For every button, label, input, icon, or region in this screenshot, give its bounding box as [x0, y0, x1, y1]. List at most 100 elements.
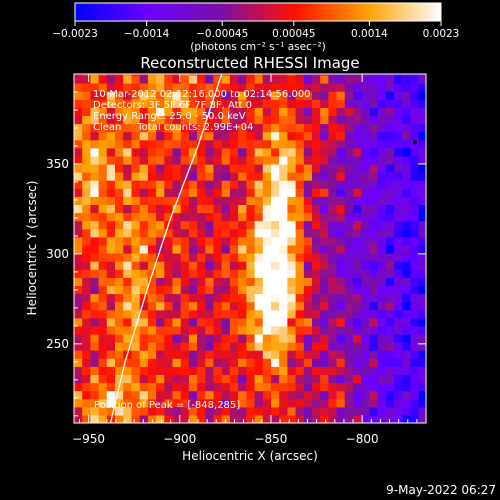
heatmap-cell: [106, 334, 116, 343]
heatmap-cell: [205, 163, 215, 173]
heatmap-cell: [312, 390, 321, 400]
heatmap-cell: [221, 406, 231, 416]
heatmap-cell: [312, 107, 321, 116]
heatmap-cell: [98, 366, 108, 375]
heatmap-cell: [74, 131, 83, 141]
heatmap-cell: [328, 261, 338, 270]
heatmap-cell: [385, 212, 395, 222]
heatmap-cell: [246, 358, 256, 367]
heatmap-cell: [328, 277, 338, 286]
heatmap-cell: [369, 334, 379, 343]
heatmap-cell: [106, 163, 116, 173]
heatmap-cell: [156, 277, 165, 286]
heatmap-cell: [131, 317, 141, 327]
heatmap-cell: [295, 342, 305, 351]
heatmap-cell: [344, 163, 354, 173]
heatmap-cell: [353, 115, 362, 125]
heatmap-cell: [139, 99, 149, 108]
heatmap-cell: [361, 123, 371, 133]
heatmap-cell: [410, 366, 420, 375]
heatmap-cell: [238, 334, 247, 343]
heatmap-cell: [82, 220, 91, 230]
heatmap-cell: [164, 269, 174, 278]
heatmap-cell: [320, 220, 329, 230]
heatmap-cell: [123, 123, 132, 133]
heatmap-cell: [238, 196, 247, 205]
heatmap-cell: [328, 374, 338, 384]
heatmap-cell: [402, 374, 412, 384]
heatmap-cell: [336, 390, 346, 400]
heatmap-cell: [385, 139, 395, 149]
heatmap-cell: [213, 155, 223, 165]
heatmap-cell: [188, 155, 198, 165]
heatmap-cell: [205, 131, 215, 141]
heatmap-cell: [410, 99, 420, 108]
heatmap-cell: [213, 382, 223, 392]
heatmap-cell: [271, 277, 280, 286]
heatmap-cell: [139, 196, 149, 205]
heatmap-cell: [262, 147, 272, 157]
heatmap-cell: [238, 261, 247, 270]
heatmap-cell: [287, 342, 297, 351]
heatmap-cell: [213, 220, 223, 230]
heatmap-cell: [205, 155, 215, 165]
heatmap-cell: [139, 390, 149, 400]
heatmap-cell: [336, 115, 346, 125]
heatmap-cell: [164, 366, 174, 375]
heatmap-cell: [336, 285, 346, 295]
heatmap-cell: [106, 366, 116, 375]
heatmap-cell: [295, 196, 305, 205]
heatmap-cell: [394, 406, 403, 416]
heatmap-cell: [238, 91, 247, 100]
heatmap-cell: [123, 317, 132, 327]
heatmap-cell: [418, 390, 426, 400]
heatmap-cell: [246, 99, 256, 108]
heatmap-cell: [303, 115, 313, 125]
heatmap-cell: [74, 139, 83, 149]
heatmap-cell: [115, 131, 124, 141]
heatmap-cell: [344, 172, 354, 181]
heatmap-cell: [394, 204, 403, 214]
heatmap-cell: [82, 414, 91, 423]
heatmap-cell: [147, 261, 157, 270]
heatmap-cell: [213, 301, 223, 311]
heatmap-cell: [205, 342, 215, 351]
heatmap-cell: [320, 398, 329, 408]
heatmap-cell: [221, 155, 231, 165]
heatmap-cell: [336, 74, 346, 76]
heatmap-cell: [246, 155, 256, 165]
heatmap-cell: [131, 180, 141, 189]
heatmap-cell: [106, 244, 116, 254]
heatmap-cell: [82, 285, 91, 295]
heatmap-cell: [303, 83, 313, 92]
heatmap-cell: [156, 123, 165, 133]
heatmap-cell: [106, 253, 116, 262]
heatmap-cell: [295, 172, 305, 181]
heatmap-cell: [156, 414, 165, 423]
heatmap-cell: [106, 212, 116, 222]
x-tick-label: −950: [72, 432, 105, 446]
heatmap-cell: [377, 228, 387, 238]
heatmap-cell: [295, 414, 305, 423]
heatmap-cell: [123, 285, 132, 295]
heatmap-cell: [418, 74, 426, 84]
heatmap-cell: [147, 244, 157, 254]
heatmap-cell: [344, 317, 354, 327]
heatmap-cell: [90, 139, 100, 149]
heatmap-cell: [344, 382, 354, 392]
heatmap-cell: [344, 188, 354, 197]
heatmap-cell: [262, 317, 272, 327]
heatmap-cell: [271, 325, 280, 335]
heatmap-cell: [369, 342, 379, 351]
heatmap-cell: [172, 155, 182, 165]
heatmap-cell: [106, 269, 116, 278]
heatmap-cell: [90, 301, 100, 311]
heatmap-cell: [369, 204, 379, 214]
heatmap-cell: [106, 277, 116, 286]
heatmap-cell: [238, 301, 247, 311]
heatmap-cell: [188, 269, 198, 278]
heatmap-cell: [238, 277, 247, 286]
heatmap-cell: [156, 99, 165, 108]
heatmap-cell: [287, 155, 297, 165]
heatmap-cell: [246, 123, 256, 133]
